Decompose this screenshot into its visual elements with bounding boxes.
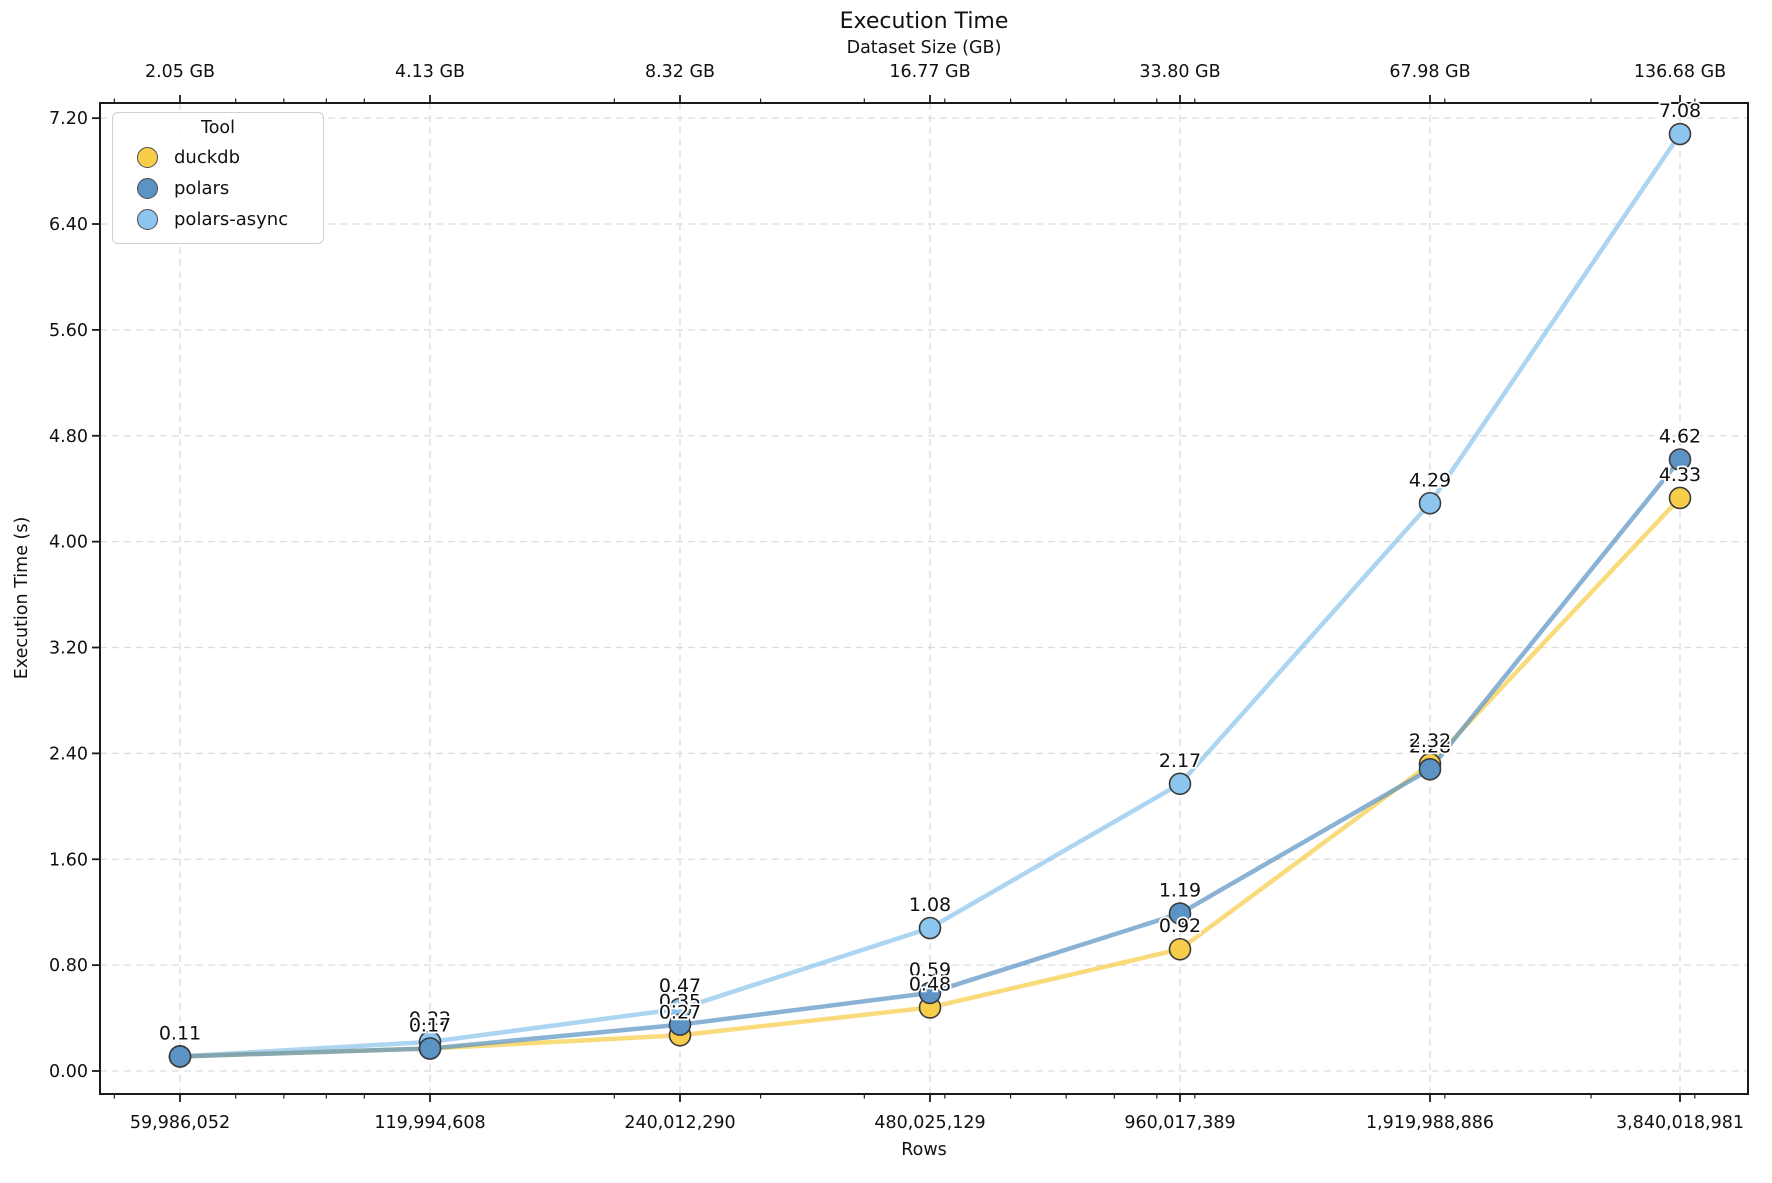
top-axis-title: Dataset Size (GB) (846, 38, 1002, 58)
svg-text:4.80: 4.80 (49, 427, 88, 447)
legend-item-polars-async: polars-async (113, 204, 323, 235)
svg-text:7.08: 7.08 (1659, 100, 1701, 122)
svg-text:3.20: 3.20 (49, 639, 88, 659)
svg-text:33.80 GB: 33.80 GB (1139, 62, 1220, 82)
svg-text:59,986,052: 59,986,052 (130, 1113, 230, 1133)
legend-label-polars-async: polars-async (174, 209, 289, 230)
svg-text:0.17: 0.17 (409, 1015, 451, 1037)
svg-text:4.33: 4.33 (1659, 464, 1701, 486)
svg-text:1.19: 1.19 (1159, 880, 1201, 902)
legend-title: Tool (201, 118, 235, 138)
legend-label-duckdb: duckdb (174, 147, 241, 168)
svg-text:960,017,389: 960,017,389 (1124, 1113, 1235, 1133)
svg-text:2.32: 2.32 (1409, 730, 1451, 752)
point-labels-duckdb: 0.11 0.17 0.27 0.48 0.92 2.32 4.33 (157, 462, 1703, 1046)
svg-text:4.62: 4.62 (1659, 426, 1701, 448)
svg-text:480,025,129: 480,025,129 (874, 1113, 985, 1133)
svg-text:8.32 GB: 8.32 GB (645, 62, 715, 82)
svg-text:2.05 GB: 2.05 GB (145, 62, 215, 82)
point-labels-polars-async: 0.11 0.22 0.47 1.08 2.17 4.29 7.08 (157, 98, 1703, 1046)
svg-text:0.59: 0.59 (909, 959, 951, 981)
svg-text:0.35: 0.35 (659, 991, 701, 1013)
svg-text:16.77 GB: 16.77 GB (889, 62, 970, 82)
svg-text:1.60: 1.60 (49, 850, 88, 870)
gridlines (100, 103, 1748, 1094)
svg-text:0.11: 0.11 (159, 1022, 201, 1044)
svg-text:0.11: 0.11 (159, 1022, 201, 1044)
svg-text:3,840,018,981: 3,840,018,981 (1616, 1113, 1744, 1133)
svg-text:240,012,290: 240,012,290 (624, 1113, 735, 1133)
svg-text:2.40: 2.40 (49, 744, 88, 764)
svg-text:0.22: 0.22 (409, 1008, 451, 1030)
point-labels-polars: 0.11 0.17 0.35 0.59 1.19 2.28 4.62 (157, 424, 1703, 1046)
svg-text:4.00: 4.00 (49, 533, 88, 553)
svg-text:0.11: 0.11 (159, 1022, 201, 1044)
svg-text:2.28: 2.28 (1409, 735, 1451, 757)
svg-text:0.80: 0.80 (49, 956, 88, 976)
legend-item-polars: polars (113, 173, 323, 204)
svg-text:0.17: 0.17 (409, 1015, 451, 1037)
plot-border (99, 102, 1749, 1095)
svg-text:5.60: 5.60 (49, 321, 88, 341)
legend-label-polars: polars (174, 178, 230, 199)
svg-text:119,994,608: 119,994,608 (374, 1113, 485, 1133)
svg-text:0.47: 0.47 (659, 975, 701, 997)
markers-polars (168, 448, 1692, 1068)
svg-text:0.92: 0.92 (1159, 915, 1201, 937)
svg-text:0.48: 0.48 (909, 973, 951, 995)
svg-text:4.29: 4.29 (1409, 469, 1451, 491)
legend-marker-duckdb-icon (137, 147, 158, 168)
svg-text:0.27: 0.27 (659, 1001, 701, 1023)
svg-text:2.17: 2.17 (1159, 750, 1201, 772)
svg-text:136.68 GB: 136.68 GB (1634, 62, 1726, 82)
svg-text:4.13 GB: 4.13 GB (395, 62, 465, 82)
x-axis-title: Rows (901, 1140, 947, 1160)
legend-item-duckdb: duckdb (113, 142, 323, 173)
svg-text:0.00: 0.00 (49, 1062, 88, 1082)
svg-text:6.40: 6.40 (49, 215, 88, 235)
tick-labels: 59,986,052 119,994,608 240,012,290 480,025,… (49, 62, 1744, 1133)
legend-marker-polars-async-icon (137, 209, 158, 230)
legend-marker-polars-icon (137, 178, 158, 199)
svg-text:67.98 GB: 67.98 GB (1389, 62, 1470, 82)
legend: Tool duckdb polars polars-async (112, 112, 324, 244)
y-axis-title: Execution Time (s) (12, 516, 32, 680)
svg-text:1,919,988,886: 1,919,988,886 (1366, 1113, 1494, 1133)
chart-title: Execution Time (839, 9, 1009, 34)
svg-text:1.08: 1.08 (909, 894, 951, 916)
axis-ticks (92, 95, 1696, 1102)
svg-text:7.20: 7.20 (49, 109, 88, 129)
